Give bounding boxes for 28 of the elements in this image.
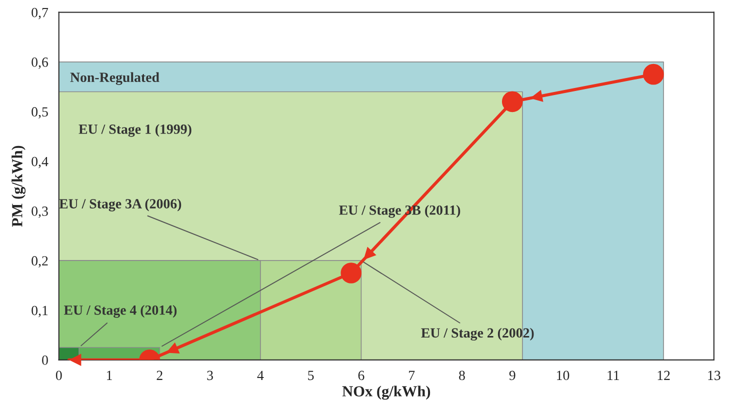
y-axis-title: PM (g/kWh): [12, 146, 26, 227]
y-tick-label: 0,2: [32, 256, 48, 268]
y-tick-label: 0,7: [32, 8, 48, 20]
y-tick-label: 0: [42, 356, 48, 365]
y-tick-label: 0,4: [32, 156, 48, 168]
y-tick-label: 0,1: [32, 306, 48, 318]
x-tick-label: 0: [56, 370, 62, 380]
annotation: Non-Regulated: [70, 72, 160, 85]
x-tick-label: 2: [156, 370, 162, 380]
x-tick-label: 3: [207, 370, 213, 380]
x-tick-label: 9: [509, 370, 516, 380]
x-tick-label: 11: [608, 370, 619, 380]
x-tick-label: 4: [257, 370, 264, 380]
x-axis-title: NOx (g/kWh): [342, 386, 430, 400]
x-tick-label: 10: [557, 370, 570, 380]
y-tick-label: 0,3: [32, 206, 48, 218]
x-tick-label: 13: [708, 370, 720, 380]
x-tick-label: 8: [459, 370, 465, 380]
x-tick-label: 1: [107, 370, 112, 380]
y-tick-label: 0,6: [32, 58, 48, 69]
annotation: EU / Stage 2 (2002): [421, 328, 534, 341]
x-tick-label: 7: [409, 370, 415, 380]
annotation: EU / Stage 1 (1999): [78, 124, 192, 137]
x-tick-label: 12: [658, 370, 670, 380]
x-tick-label: 6: [358, 370, 364, 380]
annotation: EU / Stage 4 (2014): [64, 305, 177, 318]
x-tick-label: 5: [308, 370, 314, 380]
y-tick-label: 0,5: [32, 107, 48, 119]
